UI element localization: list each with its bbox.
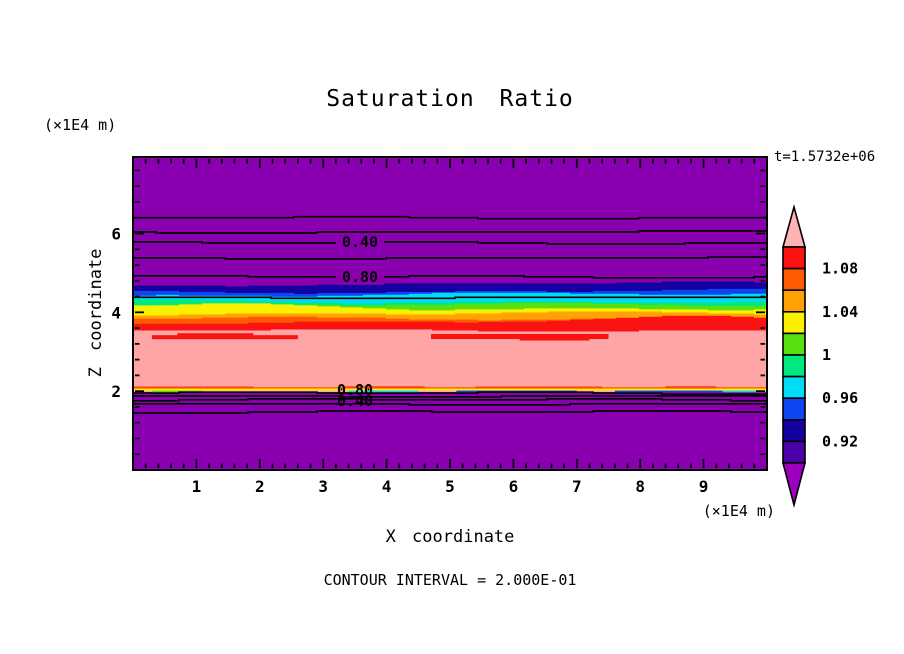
contour-line <box>133 241 767 245</box>
time-annotation: t=1.5732e+06 <box>774 149 876 165</box>
strip-segment <box>348 390 419 393</box>
colorbar-segment <box>782 332 806 356</box>
colorbar-label: 1.08 <box>822 260 858 278</box>
y-axis-unit-label: (×1E4 m) <box>44 116 117 134</box>
contour-line <box>133 402 767 406</box>
contour-label: 0.40 <box>337 392 373 410</box>
y-tick-label: 6 <box>111 224 121 243</box>
x-tick-label: 3 <box>318 477 328 496</box>
plot-frame <box>132 156 768 471</box>
colorbar-label: 1.04 <box>822 303 858 321</box>
contour-line <box>133 256 767 260</box>
colorbar-segment <box>782 397 806 421</box>
colorbar-segment <box>782 267 806 292</box>
x-tick-label: 2 <box>255 477 265 496</box>
x-tick-label: 6 <box>509 477 519 496</box>
colorbar-segment <box>782 354 806 378</box>
x-tick-label: 1 <box>192 477 202 496</box>
contour-label: 0.40 <box>342 233 378 251</box>
colorbar-label: 0.92 <box>822 432 858 450</box>
plot-interior: 0.400.800.800.40 <box>133 157 767 470</box>
y-tick-label: 4 <box>111 303 121 322</box>
red-streak <box>430 334 609 340</box>
x-tick-label: 4 <box>382 477 392 496</box>
colorbar-segment <box>782 310 806 335</box>
contour-label: 0.80 <box>342 268 378 286</box>
strip-row <box>133 387 767 389</box>
x-tick-label: 7 <box>572 477 582 496</box>
x-tick-label: 9 <box>699 477 709 496</box>
strip-segment <box>722 390 766 393</box>
colorbar-label: 1 <box>822 346 831 364</box>
colorbar-arrow-down <box>781 462 807 509</box>
red-streak <box>177 333 254 337</box>
contour-line <box>133 391 767 395</box>
colorbar-segment <box>782 289 806 313</box>
contour-line <box>133 398 767 402</box>
chart-title: Saturation Ratio <box>326 86 574 112</box>
contour-interval-caption: CONTOUR INTERVAL = 2.000E-01 <box>323 571 577 589</box>
colorbar-segment <box>782 375 806 400</box>
colorbar-segment <box>782 418 806 443</box>
contour-line <box>133 230 767 234</box>
colorbar-segment <box>782 246 806 270</box>
contour-line <box>133 296 767 300</box>
colorbar-segment <box>782 440 806 464</box>
colorbar-label: 0.96 <box>822 389 858 407</box>
y-tick-label: 2 <box>111 382 121 401</box>
contour-line <box>133 275 767 279</box>
colorbar-arrow-up <box>781 203 807 248</box>
x-tick-label: 8 <box>635 477 645 496</box>
contour-label: 0.80 <box>337 381 373 399</box>
red-streak <box>152 335 298 340</box>
red-streak <box>519 337 590 341</box>
contour-line <box>133 410 767 414</box>
contour-line <box>133 395 767 398</box>
strip-row <box>133 388 767 391</box>
x-axis-title: X coordinate <box>385 527 515 547</box>
contour-line <box>133 215 767 220</box>
strip-segment <box>152 390 203 393</box>
x-axis-unit-label: (×1E4 m) <box>702 502 775 520</box>
strip-segment <box>614 390 723 393</box>
x-tick-label: 5 <box>445 477 455 496</box>
band-pink <box>133 329 767 393</box>
